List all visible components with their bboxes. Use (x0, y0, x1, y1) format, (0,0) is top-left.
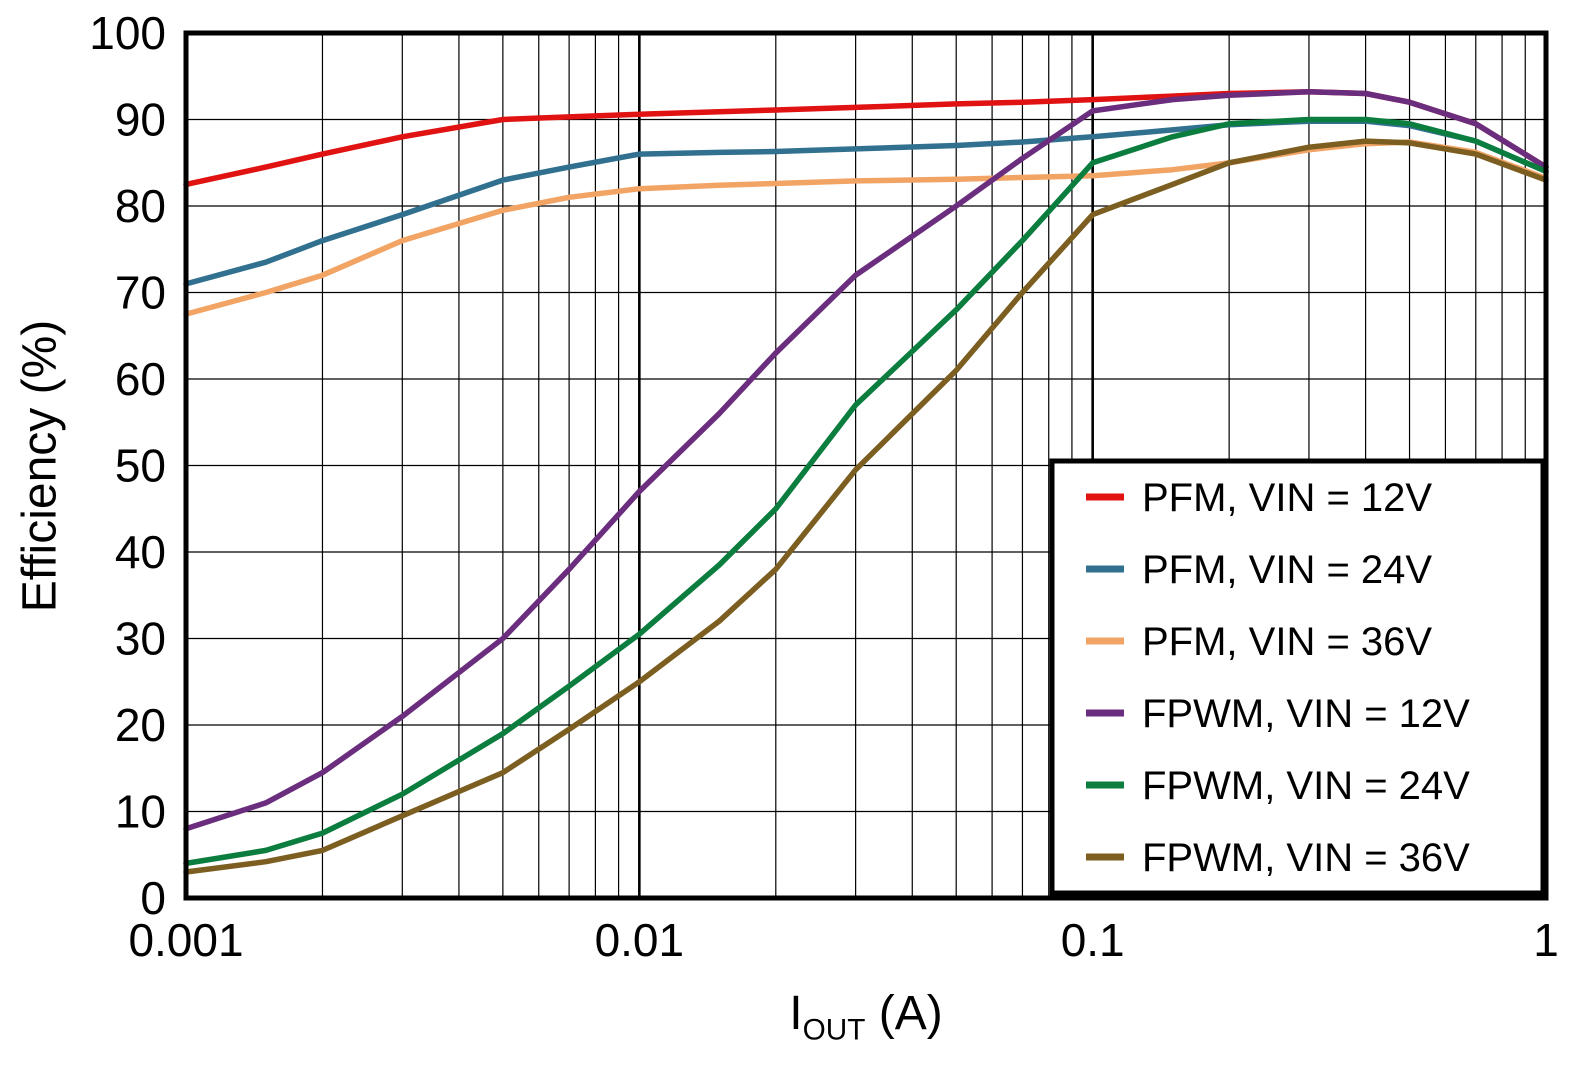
y-tick-label: 80 (115, 180, 166, 232)
legend: PFM, VIN = 12V PFM, VIN = 24V PFM, VIN = 3… (1049, 458, 1546, 896)
y-tick-label: 100 (89, 7, 166, 59)
x-axis-title-subscript: OUT (802, 1013, 866, 1047)
y-tick-label: 0 (140, 872, 166, 924)
y-tick-label: 70 (115, 267, 166, 319)
y-tick-label: 90 (115, 94, 166, 146)
plot-border (183, 30, 1549, 901)
x-axis-title: IOUT (A) (789, 986, 942, 1048)
y-tick-label: 30 (115, 613, 166, 665)
series-line-5 (183, 116, 1549, 867)
legend-label: PFM, VIN = 12V (1142, 476, 1432, 520)
x-axis-title-unit: (A) (865, 987, 943, 1040)
y-tick-label: 50 (115, 440, 166, 492)
legend-box (1049, 458, 1546, 896)
legend-label: FPWM, VIN = 24V (1142, 764, 1470, 808)
legend-label: PFM, VIN = 24V (1142, 548, 1432, 592)
x-tick-label: 0.1 (1061, 914, 1125, 966)
series-line-3 (183, 139, 1549, 317)
y-tick-label: 10 (115, 786, 166, 838)
legend-label: FPWM, VIN = 36V (1142, 836, 1470, 880)
series-lines (183, 89, 1549, 875)
legend-label: PFM, VIN = 36V (1142, 620, 1432, 664)
x-tick-label: 1 (1533, 914, 1559, 966)
tick-labels: 0 10 20 30 40 50 60 70 80 90 100 0.001 0.01 0.1 1 (89, 7, 1559, 966)
y-tick-label: 60 (115, 353, 166, 405)
y-tick-label: 40 (115, 526, 166, 578)
series-line-6 (183, 138, 1549, 875)
series-line-1 (183, 89, 1549, 188)
x-tick-label: 0.01 (595, 914, 685, 966)
y-tick-label: 20 (115, 699, 166, 751)
x-tick-label: 0.001 (128, 914, 243, 966)
x-axis-title-symbol: I (789, 987, 803, 1040)
series-line-4 (183, 89, 1549, 832)
legend-label: FPWM, VIN = 12V (1142, 692, 1470, 736)
y-axis-title: Efficiency (%) (13, 319, 67, 613)
